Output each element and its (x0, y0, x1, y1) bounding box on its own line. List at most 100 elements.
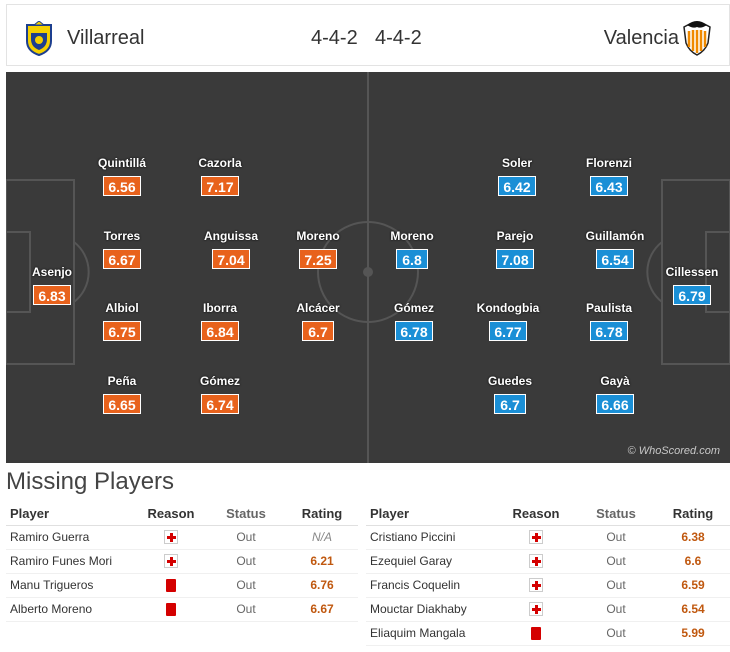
home-player-gk[interactable]: Asenjo 6.83 (12, 265, 92, 306)
home-player[interactable]: Quintillá 6.56 (82, 156, 162, 197)
injury-icon (164, 530, 178, 545)
home-player[interactable]: Albiol 6.75 (82, 301, 162, 342)
home-player[interactable]: Peña 6.65 (82, 374, 162, 415)
player-name: Iborra (202, 301, 237, 315)
missing-player-name[interactable]: Alberto Moreno (6, 597, 136, 622)
missing-reason (496, 549, 576, 574)
red-card-icon (531, 627, 541, 641)
away-player[interactable]: Gómez 6.78 (374, 301, 454, 342)
away-player[interactable]: Moreno 6.8 (372, 229, 452, 270)
col-reason: Reason (136, 503, 206, 526)
missing-player-name[interactable]: Mouctar Diakhaby (366, 597, 496, 622)
away-player[interactable]: Soler 6.42 (477, 156, 557, 197)
col-status: Status (576, 503, 656, 526)
table-row: Manu Trigueros Out 6.76 (6, 573, 358, 598)
missing-status: Out (576, 621, 656, 646)
away-player[interactable]: Guillamón 6.54 (575, 229, 655, 270)
home-player[interactable]: Moreno 7.25 (278, 229, 358, 270)
player-name: Guillamón (585, 229, 645, 243)
table-row: Eliaquim Mangala Out 5.99 (366, 621, 730, 646)
injury-icon (529, 602, 543, 617)
away-player[interactable]: Guedes 6.7 (470, 374, 550, 415)
missing-players-title: Missing Players (6, 468, 175, 495)
home-player[interactable]: Anguissa 7.04 (191, 229, 271, 270)
player-name: Soler (501, 156, 532, 170)
away-player[interactable]: Gayà 6.66 (575, 374, 655, 415)
player-name: Alcácer (296, 301, 340, 315)
player-name: Cillessen (665, 265, 719, 279)
missing-player-name[interactable]: Cristiano Piccini (366, 525, 496, 550)
pitch: Asenjo 6.83 Quintillá 6.56 Torres 6.67 A… (6, 72, 730, 463)
col-status: Status (206, 503, 286, 526)
missing-rating: 6.6 (656, 549, 730, 574)
player-rating: 7.08 (496, 249, 534, 269)
missing-status: Out (206, 549, 286, 574)
col-rating: Rating (286, 503, 358, 526)
watermark: © WhoScored.com (627, 445, 720, 457)
missing-player-name[interactable]: Ramiro Guerra (6, 525, 136, 550)
player-name: Gayà (600, 374, 630, 388)
player-rating: 6.79 (673, 285, 711, 305)
red-card-icon (166, 579, 176, 593)
player-name: Gómez (393, 301, 434, 315)
home-player[interactable]: Iborra 6.84 (180, 301, 260, 342)
player-rating: 7.25 (299, 249, 337, 269)
home-team-name[interactable]: Villarreal (67, 27, 145, 49)
player-rating: 6.7 (494, 394, 526, 414)
missing-player-name[interactable]: Eliaquim Mangala (366, 621, 496, 646)
table-row: Mouctar Diakhaby Out 6.54 (366, 597, 730, 622)
missing-reason (136, 597, 206, 622)
player-name: Moreno (390, 229, 434, 243)
player-name: Peña (107, 374, 137, 388)
player-name: Torres (103, 229, 141, 243)
player-rating: 6.56 (103, 176, 141, 196)
valencia-crest-icon[interactable] (681, 21, 713, 57)
injury-icon (529, 578, 543, 593)
player-name: Quintillá (98, 156, 146, 170)
away-player-gk[interactable]: Cillessen 6.79 (652, 265, 730, 306)
away-player[interactable]: Parejo 7.08 (475, 229, 555, 270)
missing-player-name[interactable]: Manu Trigueros (6, 573, 136, 598)
col-reason: Reason (496, 503, 576, 526)
villarreal-crest-icon[interactable] (23, 21, 55, 57)
pitch-markings (6, 72, 730, 463)
missing-reason (136, 525, 206, 550)
home-player[interactable]: Gómez 6.74 (180, 374, 260, 415)
home-player[interactable]: Torres 6.67 (82, 229, 162, 270)
col-player: Player (6, 503, 136, 526)
injury-icon (164, 554, 178, 569)
table-row: Alberto Moreno Out 6.67 (6, 597, 358, 622)
away-player[interactable]: Kondogbia 6.77 (468, 301, 548, 342)
table-row: Ramiro Funes Mori Out 6.21 (6, 549, 358, 574)
home-player[interactable]: Alcácer 6.7 (278, 301, 358, 342)
player-rating: 6.75 (103, 321, 141, 341)
player-name: Cazorla (198, 156, 242, 170)
missing-status: Out (576, 525, 656, 550)
missing-rating: 6.67 (286, 597, 358, 622)
missing-player-name[interactable]: Ramiro Funes Mori (6, 549, 136, 574)
player-name: Moreno (296, 229, 340, 243)
player-rating: 6.78 (395, 321, 433, 341)
home-player[interactable]: Cazorla 7.17 (180, 156, 260, 197)
missing-rating: 6.21 (286, 549, 358, 574)
col-rating: Rating (656, 503, 730, 526)
away-player[interactable]: Florenzi 6.43 (569, 156, 649, 197)
away-team-name[interactable]: Valencia (603, 27, 679, 49)
away-player[interactable]: Paulista 6.78 (569, 301, 649, 342)
away-missing-table: Player Reason Status Rating Cristiano Pi… (366, 503, 730, 646)
missing-status: Out (206, 573, 286, 598)
player-name: Albiol (105, 301, 139, 315)
missing-player-name[interactable]: Francis Coquelin (366, 573, 496, 598)
player-rating: 6.8 (396, 249, 428, 269)
player-rating: 6.74 (201, 394, 239, 414)
missing-player-name[interactable]: Ezequiel Garay (366, 549, 496, 574)
red-card-icon (166, 603, 176, 617)
missing-rating: 5.99 (656, 621, 730, 646)
player-name: Parejo (496, 229, 534, 243)
missing-reason (136, 549, 206, 574)
player-rating: 6.54 (596, 249, 634, 269)
player-rating: 6.42 (498, 176, 536, 196)
player-name: Florenzi (585, 156, 632, 170)
home-missing-table: Player Reason Status Rating Ramiro Guerr… (6, 503, 358, 622)
missing-rating: 6.54 (656, 597, 730, 622)
